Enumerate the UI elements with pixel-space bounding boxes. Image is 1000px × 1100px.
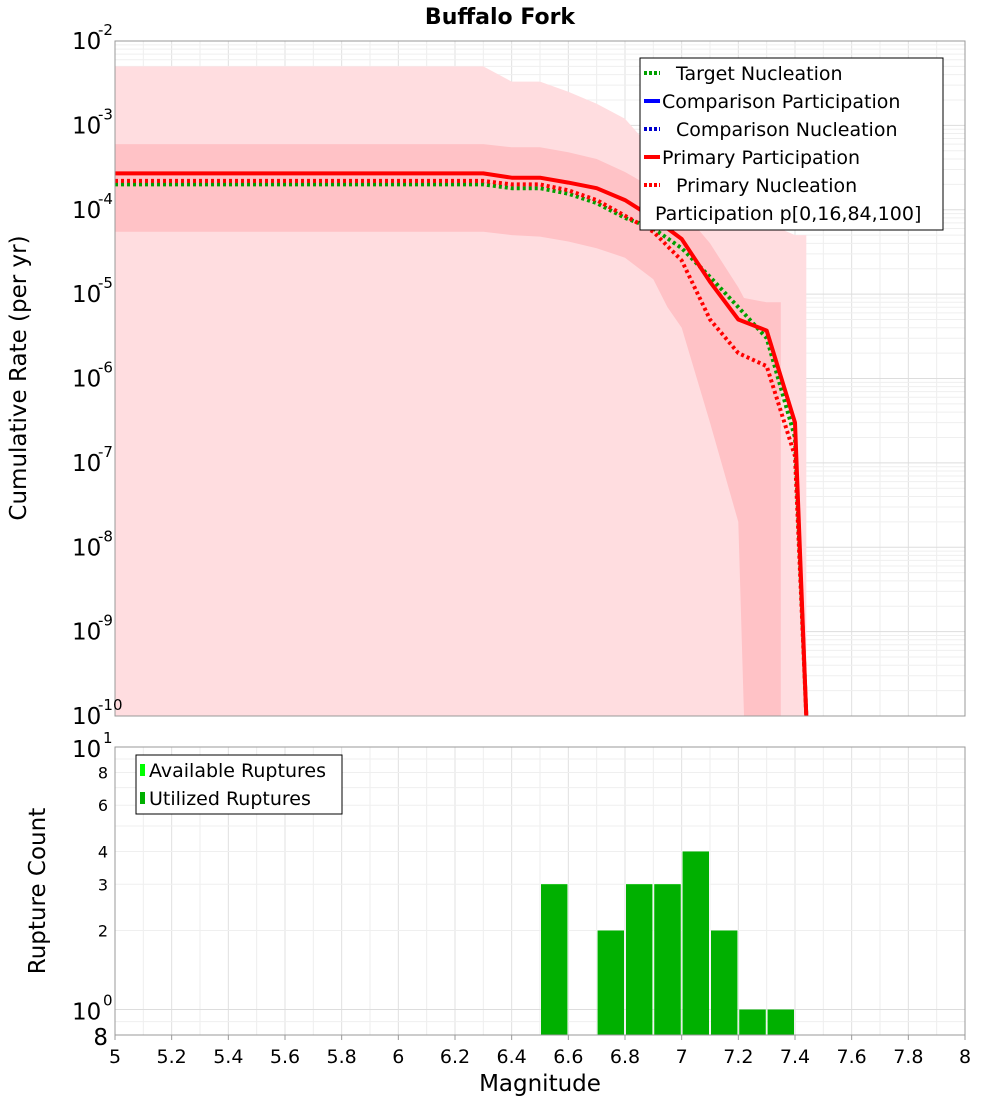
y-tick-label: 8 — [98, 763, 108, 782]
legend-label: Comparison Nucleation — [676, 119, 898, 141]
y-tick-label: 2 — [98, 922, 108, 941]
x-tick-label: 6.4 — [497, 1046, 527, 1068]
bar-utilized — [626, 884, 653, 1035]
bar-utilized — [654, 884, 681, 1035]
x-tick-label: 7.6 — [837, 1046, 867, 1068]
legend-label: Comparison Participation — [662, 91, 900, 113]
rate-y-ticks: 10-210-310-410-510-610-710-810-910-10 — [72, 21, 123, 730]
y-tick-exponent: 0 — [103, 992, 113, 1010]
participation-bands — [115, 66, 807, 717]
legend-label: Participation p[0,16,84,100] — [655, 203, 921, 225]
y-tick-label: 10 — [72, 113, 101, 139]
rate-legend: Target Nucleation Comparison Participatio… — [639, 57, 944, 231]
legend-label: Primary Participation — [662, 147, 860, 169]
legend-box — [639, 57, 944, 231]
x-tick-label: 6.8 — [610, 1046, 640, 1068]
chart-title: Buffalo Fork — [425, 5, 577, 30]
y-tick-label: 3 — [98, 875, 108, 894]
bar-utilized — [739, 1009, 766, 1035]
x-tick-label: 5 — [109, 1046, 121, 1068]
legend-label: Utilized Ruptures — [149, 788, 311, 810]
y-tick-label: 10 — [72, 29, 101, 55]
x-tick-label: 6.6 — [553, 1046, 583, 1068]
y-tick-label: 10 — [72, 737, 101, 763]
legend-label: Target Nucleation — [675, 63, 843, 85]
rupture-y-axis-label: Rupture Count — [25, 808, 51, 974]
y-tick-exponent: -3 — [98, 105, 113, 123]
x-tick-label: 5.8 — [327, 1046, 357, 1068]
legend-box — [135, 754, 343, 815]
y-tick-label: 10 — [72, 198, 101, 224]
bar-utilized — [541, 884, 568, 1035]
legend-swatch — [140, 764, 145, 776]
x-tick-label: 7.8 — [893, 1046, 923, 1068]
rupture-plot-frame — [114, 746, 966, 1036]
y-tick-label: 10 — [72, 282, 101, 308]
y-tick-exponent: -5 — [98, 274, 113, 292]
rate-plot-frame — [114, 40, 966, 717]
y-tick-label: 8 — [93, 1025, 108, 1051]
band-inner — [115, 144, 781, 717]
x-tick-label: 5.6 — [270, 1046, 300, 1068]
x-tick-label: 8 — [959, 1046, 971, 1068]
y-tick-label: 10 — [72, 1000, 101, 1026]
legend-label: Primary Nucleation — [676, 175, 857, 197]
x-tick-label: 6.2 — [440, 1046, 470, 1068]
y-tick-label: 6 — [98, 796, 108, 815]
y-tick-exponent: -4 — [98, 190, 113, 208]
y-tick-label: 10 — [72, 535, 101, 561]
legend-label: Available Ruptures — [149, 760, 326, 782]
magnitude-x-ticks: 5 5.2 5.4 5.6 5.8 6 6.2 6.4 6.6 6.8 7 7.2 7.4 7.6 7.8 8 — [109, 1035, 971, 1068]
y-tick-exponent: -10 — [98, 696, 123, 714]
bar-utilized — [597, 930, 624, 1035]
y-tick-label: 4 — [98, 842, 108, 861]
magnitude-x-axis-label: Magnitude — [479, 1071, 601, 1097]
y-tick-label: 10 — [72, 704, 101, 730]
bar-utilized — [682, 851, 709, 1035]
rate-plot: 10-210-310-410-510-610-710-810-910-10 Ta… — [72, 21, 966, 730]
x-tick-label: 5.2 — [157, 1046, 187, 1068]
y-tick-exponent: -2 — [98, 21, 113, 39]
bar-utilized — [767, 1009, 794, 1035]
bar-utilized — [711, 930, 738, 1035]
y-tick-exponent: 1 — [103, 729, 113, 747]
y-tick-exponent: -8 — [98, 527, 113, 545]
rupture-bars — [541, 851, 794, 1035]
legend-swatch — [140, 792, 145, 804]
rate-y-axis-label: Cumulative Rate (per yr) — [6, 235, 32, 520]
y-tick-exponent: -9 — [98, 612, 113, 630]
x-tick-label: 7 — [676, 1046, 688, 1068]
y-tick-label: 10 — [72, 451, 101, 477]
x-tick-label: 7.4 — [780, 1046, 810, 1068]
rupture-legend: Available Ruptures Utilized Ruptures — [135, 754, 343, 815]
series-target-nucleation — [115, 182, 809, 717]
y-tick-label: 10 — [72, 620, 101, 646]
y-tick-exponent: -7 — [98, 443, 113, 461]
rate-series-lines — [115, 171, 809, 717]
y-tick-exponent: -6 — [98, 359, 113, 377]
x-tick-label: 5.4 — [213, 1046, 243, 1068]
series-primary-participation — [115, 171, 809, 717]
y-tick-label: 10 — [72, 367, 101, 393]
x-tick-label: 6 — [392, 1046, 404, 1068]
x-tick-label: 7.2 — [723, 1046, 753, 1068]
